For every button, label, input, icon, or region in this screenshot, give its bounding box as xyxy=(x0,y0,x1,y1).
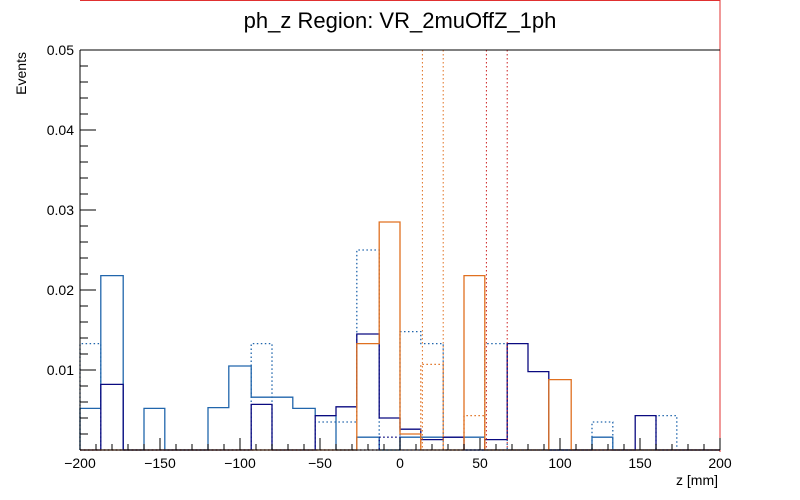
x-tick-label: 200 xyxy=(708,455,732,471)
y-tick-label: 0.02 xyxy=(47,282,74,298)
series-solid-4 xyxy=(80,221,720,451)
series-layer xyxy=(79,221,720,451)
y-tick-label: 0.01 xyxy=(47,362,74,378)
x-tick-label: 0 xyxy=(396,455,404,471)
vertical-lines-layer xyxy=(421,50,508,450)
x-tick-label: −50 xyxy=(308,455,332,471)
y-tick-label: 0.03 xyxy=(47,202,74,218)
x-tick-label: 50 xyxy=(472,455,488,471)
x-tick-label: −200 xyxy=(64,455,96,471)
y-axis-title: Events xyxy=(13,52,29,95)
x-tick-label: 100 xyxy=(548,455,572,471)
chart-title: ph_z Region: VR_2muOffZ_1ph xyxy=(244,8,557,33)
x-tick-label: −100 xyxy=(224,455,256,471)
x-tick-label: −150 xyxy=(144,455,176,471)
x-axis-title: z [mm] xyxy=(676,472,718,488)
y-tick-label: 0.05 xyxy=(47,42,74,58)
series-dotted-3 xyxy=(80,436,720,451)
axis-layer: −200 −150 −100 −50 0 50 100 150 200 0.01 0.02 0.03 0… xyxy=(47,42,732,471)
y-tick-label: 0.04 xyxy=(47,122,74,138)
x-tick-label: 150 xyxy=(628,455,652,471)
